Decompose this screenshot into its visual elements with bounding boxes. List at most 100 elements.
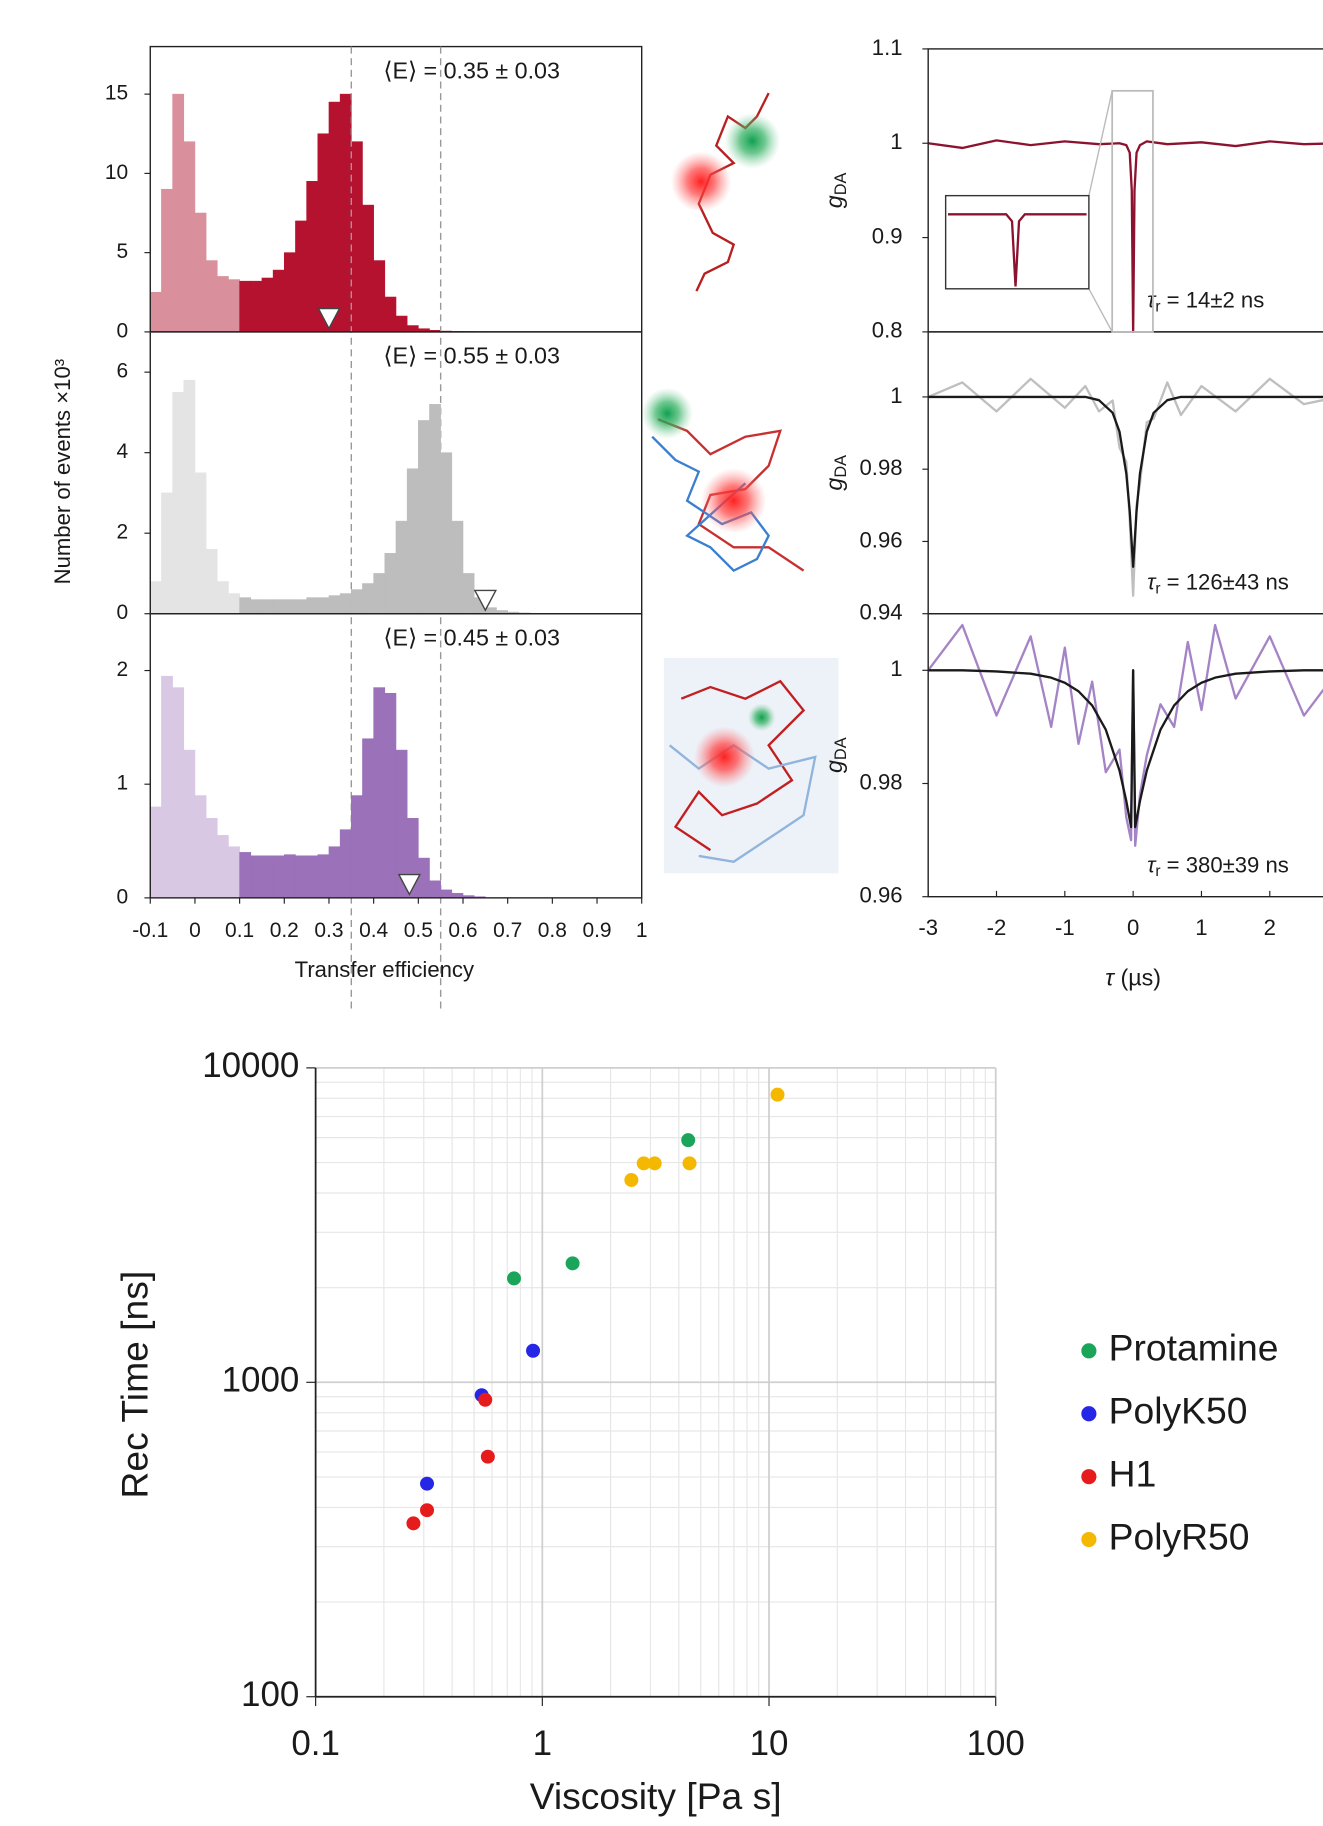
annotation-subscript: r: [1155, 863, 1160, 880]
legend-label: Protamine: [1109, 1327, 1279, 1369]
bar: [451, 520, 464, 615]
point: [682, 1156, 697, 1171]
bar: [295, 599, 307, 615]
point: [420, 1476, 435, 1491]
x-axis-label: τ (µs): [1105, 965, 1161, 991]
x-tick-label: 0.1: [291, 1724, 340, 1763]
series-line: [928, 669, 1323, 829]
x-tick-label: 1: [533, 1724, 552, 1763]
x-tick-label: 2: [1264, 915, 1276, 940]
bar: [295, 220, 307, 333]
y-tick-label: 2: [116, 521, 128, 544]
bar: [395, 520, 408, 615]
annotation: τr = 14±2 ns: [1147, 287, 1264, 315]
annotation-text: = 380±39 ns: [1161, 852, 1289, 877]
y-tick-label: 1: [116, 772, 128, 795]
annotation: τr = 380±39 ns: [1147, 852, 1289, 880]
y-tick-label: 1: [890, 129, 902, 154]
bar: [272, 855, 285, 899]
x-tick-label: 0: [189, 919, 201, 942]
y-tick-label: 1: [890, 383, 902, 408]
bar: [205, 260, 218, 333]
y-tick-label: 0.94: [860, 600, 903, 625]
bar: [194, 212, 207, 333]
bar: [395, 315, 408, 333]
x-axis-label: Viscosity [Pa s]: [530, 1775, 782, 1817]
y-tick-label: 4: [116, 440, 128, 463]
x-tick-label: 0.5: [404, 919, 433, 942]
bar: [306, 181, 319, 333]
bar: [261, 855, 274, 899]
bar: [485, 607, 497, 615]
bar: [172, 391, 185, 615]
x-tick-label: -2: [987, 915, 1007, 940]
point: [647, 1156, 662, 1171]
bar: [250, 280, 263, 333]
bar: [373, 573, 386, 615]
bar: [205, 818, 218, 899]
x-tick-label: 0: [1127, 915, 1139, 940]
y-tick-label: 1.1: [872, 35, 903, 60]
legend-swatch: [1081, 1406, 1097, 1422]
y-tick-label: 100: [241, 1675, 299, 1714]
bar: [239, 852, 252, 899]
bar: [339, 829, 352, 899]
x-tick-label: 0.4: [359, 919, 388, 942]
bar: [172, 687, 185, 899]
x-tick-label: 0.7: [493, 919, 522, 942]
annotation-text: = 126±43 ns: [1161, 569, 1289, 594]
bar: [228, 846, 240, 899]
y-tick-label: 0.8: [872, 318, 903, 343]
series-line: [928, 395, 1323, 568]
annotation: ⟨E⟩ = 0.55 ± 0.03: [383, 343, 560, 369]
y-tick-label: 0.98: [860, 455, 903, 480]
point: [624, 1173, 639, 1187]
y-axis-label-symbol: g: [821, 478, 847, 491]
y-tick-label: 1000: [222, 1361, 300, 1400]
legend-swatch: [1081, 1343, 1097, 1359]
annotation-text: = 14±2 ns: [1161, 287, 1265, 312]
y-tick-label: 10: [105, 161, 128, 184]
x-axis-label-symbol: τ: [1105, 965, 1115, 991]
bar: [351, 589, 363, 615]
bar: [418, 420, 430, 615]
x-tick-label: 1: [1195, 915, 1207, 940]
bar: [216, 581, 229, 615]
point: [565, 1256, 580, 1271]
bar: [373, 260, 386, 333]
bar: [161, 675, 173, 899]
bar: [328, 595, 341, 615]
bar: [149, 581, 162, 615]
x-tick-label: -1: [1055, 915, 1075, 940]
bar: [284, 854, 296, 899]
bar: [261, 277, 274, 333]
legend-label: PolyK50: [1109, 1390, 1248, 1432]
bar: [272, 599, 285, 615]
x-tick-label: 10: [750, 1724, 789, 1763]
molecule-illustrations: [641, 92, 839, 874]
bar: [250, 855, 263, 899]
bar: [161, 492, 173, 615]
point: [770, 1087, 785, 1102]
annotation: ⟨E⟩ = 0.35 ± 0.03: [383, 57, 560, 83]
bar: [228, 279, 240, 333]
x-tick-label: 1: [636, 919, 648, 942]
y-axis-label-symbol: g: [821, 760, 847, 773]
y-tick-label: 0.96: [860, 527, 903, 552]
bar: [306, 855, 319, 899]
series-line: [927, 377, 1323, 597]
legend-label: PolyR50: [1109, 1515, 1250, 1557]
bar: [216, 276, 229, 333]
y-tick-label: 6: [116, 360, 128, 383]
point: [480, 1449, 495, 1464]
y-axis-label-subscript: DA: [832, 455, 850, 478]
y-tick-label: 0.96: [860, 883, 903, 908]
y-tick-label: 10000: [202, 1046, 299, 1085]
bar: [317, 597, 330, 615]
y-axis-label: gDA: [821, 737, 850, 773]
point: [478, 1392, 493, 1407]
annotation-symbol: τ: [1147, 852, 1157, 877]
x-tick-label: 100: [967, 1724, 1025, 1763]
x-tick-label: 0.8: [538, 919, 567, 942]
point: [507, 1271, 521, 1286]
